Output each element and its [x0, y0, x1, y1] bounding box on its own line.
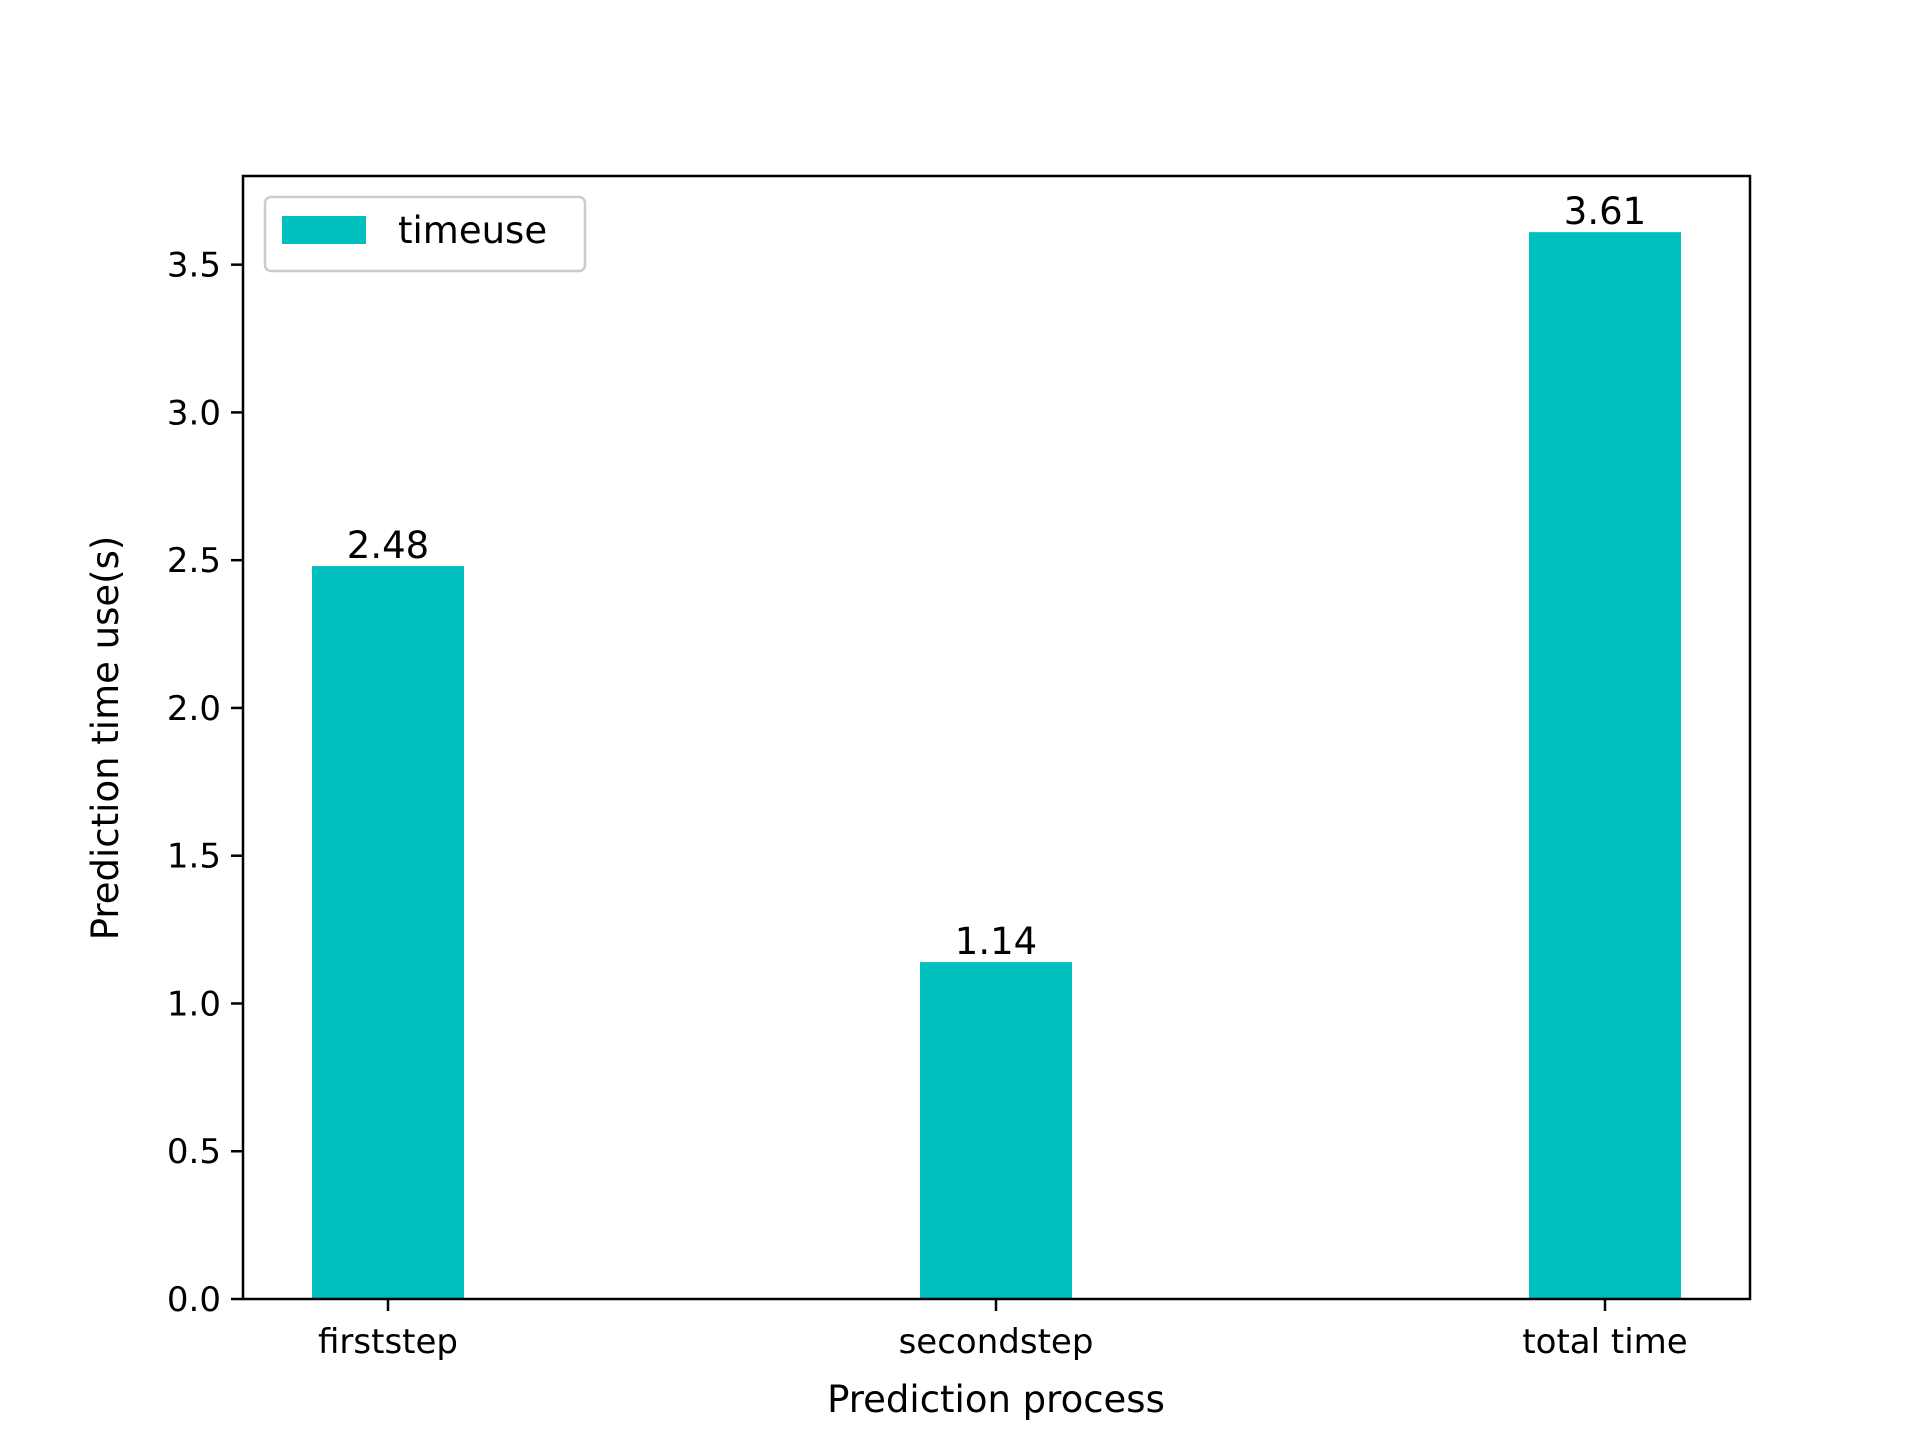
y-axis-title: Prediction time use(s): [84, 536, 127, 941]
x-axis-title: Prediction process: [827, 1378, 1165, 1421]
y-tick-label: 0.5: [167, 1132, 221, 1172]
y-tick-label: 3.5: [167, 246, 221, 286]
y-tick-label: 3.0: [167, 393, 221, 433]
y-tick-label: 1.5: [167, 837, 221, 877]
y-axis-ticks: 0.0 0.5 1.0 1.5 2.0 2.5 3.0 3.5: [167, 246, 243, 1320]
bar-firststep: [312, 566, 464, 1299]
legend-label: timeuse: [398, 209, 547, 252]
bar-secondstep: [920, 962, 1072, 1299]
bar-value-label: 2.48: [347, 524, 429, 567]
bar-total-time: [1529, 232, 1681, 1299]
x-axis-ticks: firststep secondstep total time: [318, 1299, 1688, 1362]
y-tick-label: 2.0: [167, 689, 221, 729]
legend: timeuse: [263, 195, 587, 273]
plot-frame: [241, 174, 1752, 1301]
bar-labels-group: 2.48 1.14 3.61: [347, 190, 1646, 963]
y-tick-label: 2.5: [167, 541, 221, 581]
x-tick-label: total time: [1522, 1322, 1687, 1362]
y-tick-label: 1.0: [167, 984, 221, 1024]
bar-value-label: 1.14: [955, 920, 1037, 963]
bar-value-label: 3.61: [1564, 190, 1646, 233]
x-tick-label: firststep: [318, 1322, 458, 1362]
legend-swatch: [282, 216, 366, 244]
legend-box: [263, 195, 587, 273]
y-tick-label: 0.0: [167, 1280, 221, 1320]
bars-group: [312, 232, 1681, 1299]
x-tick-label: secondstep: [899, 1322, 1094, 1362]
